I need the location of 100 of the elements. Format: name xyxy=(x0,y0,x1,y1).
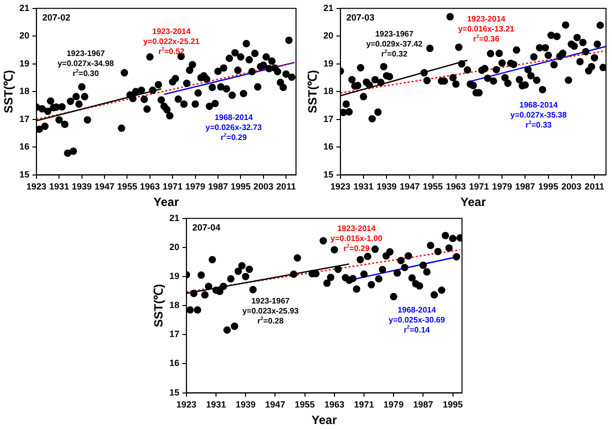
x-tick-label: 1939 xyxy=(376,182,397,192)
point xyxy=(375,275,382,283)
point xyxy=(230,322,238,330)
point xyxy=(452,253,460,260)
point xyxy=(194,306,202,314)
x-tick-label: 2003 xyxy=(561,182,582,192)
x-tick-label: 1931 xyxy=(353,182,374,192)
point xyxy=(242,272,250,280)
x-tick-label: 1979 xyxy=(384,400,404,410)
point xyxy=(201,291,209,299)
y-tick-label: 18 xyxy=(19,86,30,96)
x-tick-label: 2011 xyxy=(276,182,296,192)
annotation: 207-02 xyxy=(42,12,70,22)
point xyxy=(438,286,446,294)
x-tick-label: 1963 xyxy=(140,182,160,192)
y-tick-label: 21 xyxy=(169,212,180,223)
x-tick-label: 1939 xyxy=(72,182,92,192)
point xyxy=(386,248,394,256)
x-tick-label: 1987 xyxy=(208,182,228,192)
point xyxy=(323,280,331,287)
x-tick-label: 1923 xyxy=(330,182,350,192)
y-tick-label: 17 xyxy=(169,329,180,340)
y-tick-label: 20 xyxy=(19,30,30,41)
x-tick-label: 1995 xyxy=(230,182,251,192)
y-tick-label: 21 xyxy=(19,2,30,13)
y-tick-label: 15 xyxy=(323,169,334,180)
point xyxy=(426,242,434,250)
x-tick-label: 1979 xyxy=(185,182,206,192)
point xyxy=(368,280,376,288)
y-tick-label: 17 xyxy=(19,114,30,124)
y-axis-title: SST(℃) xyxy=(2,70,16,114)
annotation: 207-04 xyxy=(192,222,220,232)
y-tick-label: 21 xyxy=(323,2,334,13)
x-tick-label: 1955 xyxy=(422,182,443,192)
y-tick-label: 18 xyxy=(169,300,180,310)
x-tick-label: 1923 xyxy=(176,400,196,410)
point xyxy=(190,290,198,298)
point xyxy=(220,282,228,290)
x-tick-label: 1963 xyxy=(324,400,344,410)
point xyxy=(294,254,302,262)
x-tick-label: 1947 xyxy=(265,400,286,410)
point xyxy=(397,256,405,264)
point xyxy=(416,282,424,290)
x-tick-label: 1979 xyxy=(492,182,512,192)
y-tick-label: 19 xyxy=(169,271,180,282)
point xyxy=(204,282,212,290)
point xyxy=(419,262,427,269)
point xyxy=(442,232,450,240)
point xyxy=(223,326,231,334)
point xyxy=(356,256,364,264)
y-tick-label: 17 xyxy=(323,114,334,124)
point xyxy=(360,270,368,278)
y-tick-label: 15 xyxy=(19,169,30,180)
point xyxy=(378,266,386,274)
x-tick-label: 1971 xyxy=(468,182,489,192)
point xyxy=(334,266,342,273)
x-tick-label: 1987 xyxy=(515,182,536,192)
point xyxy=(249,286,257,294)
x-tick-label: 1963 xyxy=(446,182,466,192)
annotation: 207-03 xyxy=(346,12,374,22)
y-axis-title: SST(℃) xyxy=(152,284,166,328)
x-axis-title: Year xyxy=(460,195,486,210)
y-tick-label: 19 xyxy=(323,58,334,68)
x-tick-label: 1955 xyxy=(294,400,315,410)
y-tick-label: 16 xyxy=(323,142,334,152)
x-tick-label: 1971 xyxy=(354,400,374,410)
x-tick-label: 1931 xyxy=(49,182,70,192)
point xyxy=(330,246,338,254)
x-axis-title: Year xyxy=(154,195,180,210)
point xyxy=(290,270,298,278)
point xyxy=(320,237,327,244)
point xyxy=(404,252,412,260)
x-tick-label: 1971 xyxy=(162,182,183,192)
point xyxy=(352,285,360,293)
x-tick-label: 2011 xyxy=(584,182,604,192)
y-tick-label: 20 xyxy=(169,242,180,252)
point xyxy=(326,274,334,282)
x-tick-label: 1955 xyxy=(117,182,138,192)
x-tick-label: 1931 xyxy=(206,400,226,410)
point xyxy=(449,234,456,242)
point xyxy=(246,266,253,273)
point xyxy=(238,262,246,270)
x-tick-label: 1995 xyxy=(538,182,558,192)
point xyxy=(208,256,216,264)
point xyxy=(400,264,408,272)
point xyxy=(186,306,194,314)
x-tick-label: 1947 xyxy=(94,182,115,192)
point xyxy=(430,291,438,299)
point xyxy=(445,244,453,252)
point xyxy=(434,248,442,256)
y-axis-title: SST(℃) xyxy=(306,70,320,114)
point xyxy=(371,246,379,253)
x-axis-title: Year xyxy=(312,413,338,428)
y-tick-label: 20 xyxy=(323,30,334,41)
x-tick-label: 2003 xyxy=(253,182,274,192)
y-tick-label: 18 xyxy=(323,86,334,96)
x-tick-label: 1987 xyxy=(413,400,434,410)
y-tick-label: 16 xyxy=(19,142,30,152)
x-tick-label: 1995 xyxy=(442,400,463,410)
point xyxy=(198,271,205,279)
